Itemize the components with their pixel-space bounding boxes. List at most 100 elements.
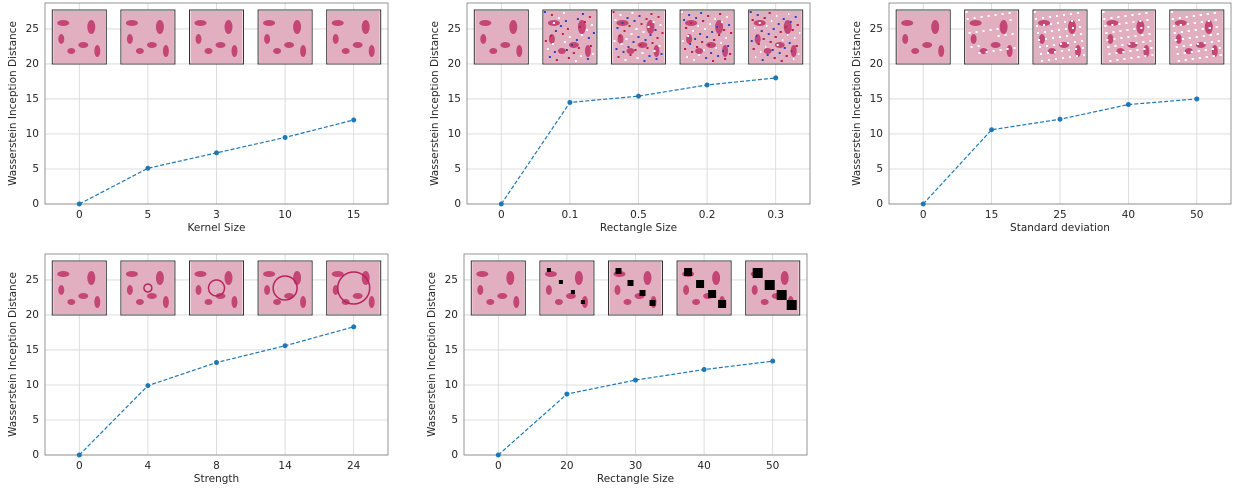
y-axis-label: Wasserstein Inception Distance <box>7 21 19 186</box>
noise <box>1217 40 1220 42</box>
noise <box>756 14 759 16</box>
thumbnail-blob <box>999 20 1008 34</box>
x-tick-label: 15 <box>347 209 360 221</box>
point <box>636 93 641 99</box>
noise <box>553 51 556 53</box>
thumbnail <box>120 9 176 65</box>
noise <box>1113 38 1116 40</box>
point <box>214 150 219 156</box>
occlusion <box>546 268 551 272</box>
noise <box>649 34 652 36</box>
noise <box>634 49 637 51</box>
thumbnail <box>326 260 382 316</box>
noise <box>996 28 999 30</box>
thumbnail-blob <box>692 299 701 305</box>
thumbnail <box>257 9 313 65</box>
noise <box>572 52 575 54</box>
thumbnail-blob <box>126 34 133 44</box>
noise <box>647 26 650 28</box>
noise <box>970 46 973 48</box>
noise <box>793 37 796 39</box>
y-tick-label: 20 <box>26 58 39 70</box>
noise <box>612 11 615 13</box>
noise <box>645 18 648 20</box>
noise <box>1037 32 1039 34</box>
thumbnail <box>326 9 382 65</box>
noise <box>730 32 733 34</box>
noise <box>1194 29 1197 31</box>
thumbnail-blob <box>94 45 101 57</box>
noise <box>1192 15 1195 17</box>
noise <box>567 57 570 59</box>
noise <box>1137 56 1140 58</box>
point <box>920 201 926 207</box>
noise <box>1181 38 1184 40</box>
y-tick-label: 15 <box>448 93 461 105</box>
thumbnail-blob <box>195 285 202 295</box>
thumbnail-blob <box>695 48 704 54</box>
thumbnail-blob <box>683 285 690 295</box>
noise <box>1011 33 1014 35</box>
point <box>76 201 82 207</box>
noise <box>1068 49 1070 51</box>
noise <box>659 24 662 26</box>
noise <box>651 42 654 44</box>
noise <box>1202 35 1205 37</box>
noise <box>792 58 795 60</box>
noise <box>686 56 689 58</box>
noise <box>718 34 721 36</box>
noise <box>575 39 578 41</box>
noise <box>639 44 642 46</box>
noise <box>1200 21 1203 23</box>
noise <box>641 52 644 54</box>
noise <box>615 48 618 50</box>
noise <box>1060 43 1062 45</box>
noise <box>1114 45 1117 47</box>
noise <box>794 16 797 18</box>
thumbnail-blob <box>126 285 133 295</box>
noise <box>704 28 707 30</box>
noise <box>785 55 788 57</box>
noise <box>999 49 1002 51</box>
noise <box>1174 39 1177 41</box>
thumbnail-blob <box>584 45 591 57</box>
noise <box>708 44 711 46</box>
noise <box>1123 58 1126 60</box>
noise <box>712 60 715 62</box>
noise <box>1013 47 1016 49</box>
occlusion <box>696 280 705 288</box>
thumbnail-blob <box>273 48 282 54</box>
noise <box>772 28 775 30</box>
point <box>701 367 707 373</box>
x-tick-label: 0 <box>920 209 927 221</box>
occlusion <box>639 290 646 296</box>
point <box>214 360 219 366</box>
noise <box>1173 32 1176 34</box>
noise <box>973 17 976 19</box>
point <box>567 99 573 105</box>
noise <box>1175 46 1178 48</box>
noise <box>650 13 653 15</box>
noise <box>1180 31 1183 33</box>
thumbnail-blob <box>623 299 632 305</box>
thumbnail-blob <box>264 285 271 295</box>
noise <box>1065 28 1067 30</box>
x-axis-label: Rectangle Size <box>597 473 674 485</box>
x-axis-label: Standard deviation <box>1010 222 1110 234</box>
noise <box>1216 33 1219 35</box>
thumbnail <box>745 260 801 316</box>
noise <box>728 24 731 26</box>
plot-frame <box>44 253 389 456</box>
noise <box>696 46 699 48</box>
noise <box>717 55 720 57</box>
noise <box>771 49 774 51</box>
point <box>145 383 151 389</box>
noise <box>1043 24 1045 26</box>
y-tick-label: 20 <box>870 58 883 70</box>
thumbnail-blob <box>146 293 157 299</box>
thumbnail-blob <box>215 293 226 299</box>
noise <box>768 12 771 14</box>
noise <box>642 31 645 33</box>
thumbnail-blob <box>557 48 566 54</box>
